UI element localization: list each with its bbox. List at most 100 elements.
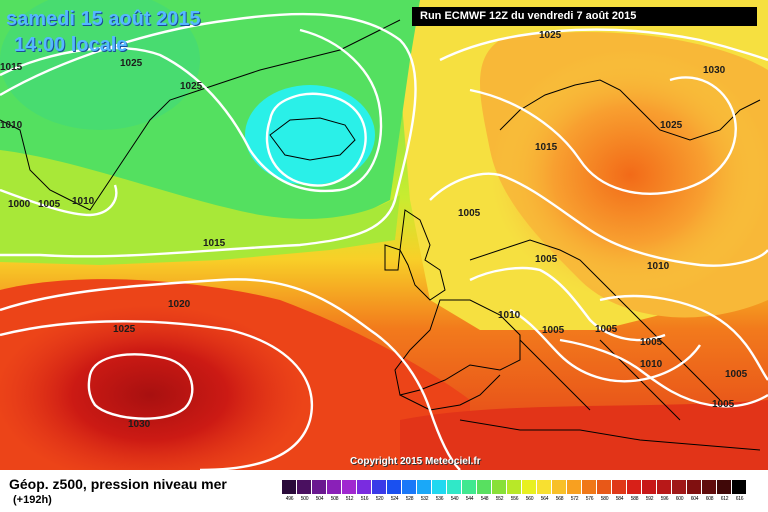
color-scale-step: 504	[312, 480, 327, 502]
color-scale-swatch	[687, 480, 702, 494]
color-scale-swatch	[477, 480, 492, 494]
isobar-1025-north	[439, 28, 768, 62]
color-scale-tick-label: 612	[720, 496, 729, 502]
color-scale-swatch	[387, 480, 402, 494]
color-scale-swatch	[402, 480, 417, 494]
color-scale-step: 564	[537, 480, 552, 502]
color-scale-tick-label: 564	[540, 496, 549, 502]
color-scale-swatch	[597, 480, 612, 494]
color-scale-step: 552	[492, 480, 507, 502]
color-scale-step: 572	[567, 480, 582, 502]
isobar-label: 1025	[660, 120, 683, 131]
color-scale-swatch	[672, 480, 687, 494]
color-scale-step: 516	[357, 480, 372, 502]
isobar-label: 1010	[640, 359, 663, 370]
british-isles-coast	[399, 209, 446, 301]
color-scale-tick-label: 500	[300, 496, 309, 502]
color-scale-tick-label: 516	[360, 496, 369, 502]
isobar-label: 1025	[539, 30, 562, 41]
scandinavia-coast	[499, 79, 761, 141]
color-scale-tick-label: 512	[345, 496, 354, 502]
color-scale-step: 536	[432, 480, 447, 502]
color-scale-tick-label: 616	[735, 496, 744, 502]
color-scale-tick-label: 552	[495, 496, 504, 502]
isobar-label: 1005	[725, 369, 748, 380]
isobar-1025-south	[0, 320, 314, 470]
isobar-label: 1005	[712, 399, 735, 410]
color-scale-swatch	[432, 480, 447, 494]
isobar-label: 1030	[128, 419, 151, 430]
color-scale-tick-label: 584	[615, 496, 624, 502]
isobar-label: 1025	[180, 81, 203, 92]
geopotential-dark-red-core	[0, 305, 305, 470]
color-scale-swatch	[462, 480, 477, 494]
color-scale-tick-label: 568	[555, 496, 564, 502]
isobar-label: 1010	[0, 120, 23, 131]
color-scale-swatch	[732, 480, 747, 494]
color-scale-step: 612	[717, 480, 732, 502]
color-scale-swatch	[312, 480, 327, 494]
color-scale-step: 520	[372, 480, 387, 502]
isobar-label: 1020	[168, 299, 191, 310]
forecast-time-title: 14:00 locale	[14, 34, 128, 56]
isobar-label: 1015	[0, 62, 23, 73]
color-scale-tick-label: 496	[285, 496, 294, 502]
field-description: Géop. z500, pression niveau mer	[9, 476, 227, 492]
color-scale-tick-label: 604	[690, 496, 699, 502]
color-scale-swatch	[537, 480, 552, 494]
isobar-1005-south	[559, 338, 768, 408]
color-scale-step: 548	[477, 480, 492, 502]
color-scale-step: 604	[687, 480, 702, 502]
color-scale-step: 524	[387, 480, 402, 502]
color-scale-step: 540	[447, 480, 462, 502]
color-scale-tick-label: 560	[525, 496, 534, 502]
color-scale-step: 556	[507, 480, 522, 502]
color-scale-swatch	[717, 480, 732, 494]
color-scale-tick-label: 528	[405, 496, 414, 502]
isobar-1025-scandinavia	[469, 76, 737, 195]
color-scale-step: 576	[582, 480, 597, 502]
color-scale-tick-label: 540	[450, 496, 459, 502]
model-run-info: Run ECMWF 12Z du vendredi 7 août 2015	[412, 7, 757, 26]
iberia-south-coast	[399, 374, 501, 411]
color-scale-tick-label: 600	[675, 496, 684, 502]
isobar-1015-north	[0, 12, 417, 258]
color-scale-step: 600	[672, 480, 687, 502]
isobar-labels: 1025 1015 1025 1010 1000 1005 1010 1015 …	[0, 30, 748, 430]
isobar-1020	[0, 278, 461, 470]
color-scale-tick-label: 588	[630, 496, 639, 502]
color-scale-swatch	[492, 480, 507, 494]
iceland-coast	[269, 117, 356, 161]
color-scale-step: 592	[642, 480, 657, 502]
color-scale-swatch	[417, 480, 432, 494]
isobar-1005-north	[429, 172, 768, 267]
lead-time-label: (+192h)	[13, 494, 52, 506]
forecast-date-title: samedi 15 août 2015	[6, 8, 201, 30]
color-scale-step: 588	[627, 480, 642, 502]
color-scale-step: 508	[327, 480, 342, 502]
color-scale-tick-label: 544	[465, 496, 474, 502]
isobar-label: 1030	[703, 65, 726, 76]
isobars	[0, 12, 768, 470]
color-scale-tick-label: 536	[435, 496, 444, 502]
isobar-label: 1015	[203, 238, 226, 249]
isobar-label: 1005	[458, 208, 481, 219]
color-scale-step: 500	[297, 480, 312, 502]
color-scale-step: 596	[657, 480, 672, 502]
isobar-1030-high	[87, 353, 194, 420]
color-scale-step: 616	[732, 480, 747, 502]
geopotential-green-core	[0, 0, 200, 130]
isobar-label: 1010	[647, 261, 670, 272]
color-scale-swatch	[612, 480, 627, 494]
color-scale-step: 528	[402, 480, 417, 502]
copyright-notice: Copyright 2015 Meteociel.fr	[350, 456, 481, 467]
color-scale-tick-label: 580	[600, 496, 609, 502]
color-scale-step: 532	[417, 480, 432, 502]
coastlines	[0, 19, 761, 451]
north-africa-coast	[459, 419, 761, 451]
color-scale-swatch	[552, 480, 567, 494]
color-scale-tick-label: 520	[375, 496, 384, 502]
isobar-1010-iceland	[0, 28, 383, 193]
map-canvas: 1025 1015 1025 1010 1000 1005 1010 1015 …	[0, 0, 768, 470]
france-iberia-coast	[394, 299, 521, 396]
